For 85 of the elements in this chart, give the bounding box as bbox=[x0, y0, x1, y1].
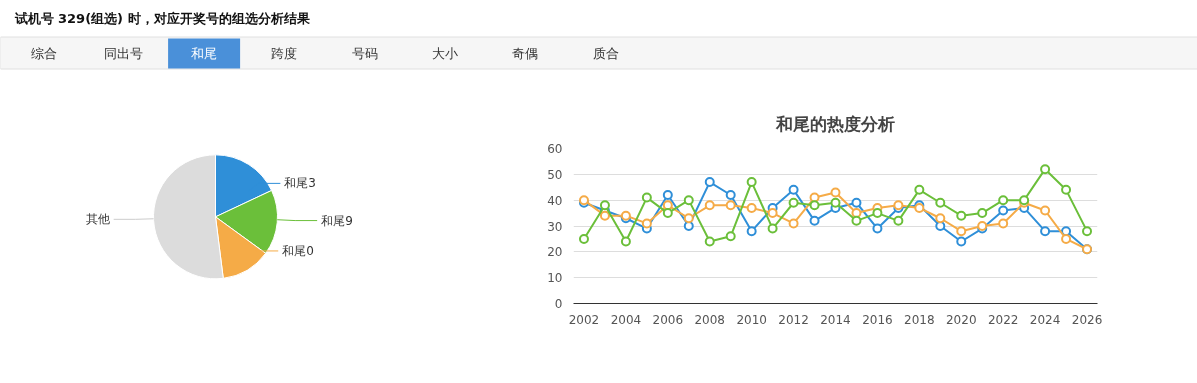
point bbox=[914, 184, 925, 195]
x-tick-label: 2006 bbox=[652, 312, 684, 327]
slice-label: 和尾3 bbox=[284, 176, 317, 191]
point bbox=[662, 208, 673, 219]
point bbox=[1061, 233, 1072, 244]
point bbox=[935, 213, 946, 224]
point bbox=[662, 190, 673, 200]
point bbox=[746, 202, 757, 213]
x-tick-label: 2018 bbox=[904, 312, 935, 327]
point bbox=[935, 221, 946, 231]
point bbox=[935, 197, 946, 208]
point bbox=[956, 210, 967, 221]
slice-label: 其他 bbox=[85, 212, 110, 227]
point bbox=[998, 218, 1009, 229]
point bbox=[956, 226, 967, 237]
point bbox=[578, 233, 589, 244]
text: 大小 bbox=[432, 46, 458, 61]
point bbox=[641, 192, 652, 203]
x-tick-label: 2014 bbox=[820, 312, 851, 327]
point bbox=[788, 184, 799, 195]
point bbox=[893, 215, 904, 226]
x-tick-label: 2022 bbox=[987, 312, 1019, 327]
point bbox=[1040, 205, 1051, 216]
point bbox=[704, 236, 715, 247]
x-tick-label: 2016 bbox=[862, 312, 893, 327]
point bbox=[1061, 184, 1072, 195]
point bbox=[746, 226, 757, 237]
point bbox=[599, 200, 610, 211]
text: 号码 bbox=[351, 46, 378, 61]
slice-label: 和尾9 bbox=[321, 213, 353, 228]
point bbox=[788, 218, 799, 229]
point bbox=[746, 177, 757, 188]
point bbox=[1040, 226, 1051, 237]
point bbox=[767, 223, 778, 234]
point bbox=[830, 197, 841, 208]
x-tick-label: 2004 bbox=[610, 312, 642, 327]
x-tick-label: 2010 bbox=[736, 312, 767, 327]
point bbox=[704, 177, 715, 188]
point bbox=[725, 200, 736, 211]
text: 跨度 bbox=[271, 46, 298, 61]
point bbox=[809, 200, 820, 211]
point bbox=[872, 208, 883, 219]
point bbox=[767, 208, 778, 219]
text: 同出号 bbox=[104, 46, 144, 61]
x-tick-label: 2002 bbox=[568, 312, 600, 327]
point bbox=[788, 197, 799, 208]
point bbox=[641, 218, 652, 229]
y-tick-label: 60 bbox=[547, 142, 563, 156]
x-tick-label: 2012 bbox=[778, 312, 809, 327]
y-tick-label: 20 bbox=[547, 245, 563, 260]
point bbox=[683, 195, 694, 206]
point bbox=[1040, 164, 1051, 175]
point bbox=[851, 197, 862, 208]
x-tick-label: 2026 bbox=[1071, 312, 1103, 327]
point bbox=[998, 195, 1009, 206]
point bbox=[977, 208, 988, 219]
text: 试机号 329(组选) 时，对应开奖号的组选分析结果 bbox=[13, 11, 311, 26]
y-tick-label: 0 bbox=[554, 297, 563, 311]
point bbox=[872, 223, 883, 234]
y-tick-label: 10 bbox=[547, 271, 563, 286]
point bbox=[620, 236, 631, 247]
y-tick-label: 50 bbox=[547, 167, 563, 182]
x-tick-label: 2024 bbox=[1029, 312, 1061, 327]
chart-title: 和尾的热度分析 bbox=[775, 113, 895, 134]
point bbox=[851, 215, 862, 226]
y-tick-label: 40 bbox=[547, 193, 563, 208]
point bbox=[599, 210, 610, 221]
text: 和尾 bbox=[191, 46, 218, 61]
point bbox=[683, 221, 694, 231]
slice-label: 和尾0 bbox=[282, 243, 314, 258]
x-tick-label: 2020 bbox=[945, 312, 977, 327]
text: 质合 bbox=[592, 46, 619, 61]
point bbox=[998, 205, 1009, 216]
point bbox=[809, 215, 820, 226]
point bbox=[1082, 226, 1093, 237]
text: 综合 bbox=[30, 46, 57, 61]
point bbox=[704, 200, 715, 211]
text: 奇偶 bbox=[512, 46, 539, 61]
point bbox=[725, 231, 736, 242]
point bbox=[830, 187, 841, 198]
x-tick-label: 2008 bbox=[694, 312, 726, 327]
point bbox=[956, 236, 967, 247]
point bbox=[725, 190, 736, 200]
point bbox=[683, 213, 694, 224]
y-tick-label: 30 bbox=[547, 219, 563, 234]
